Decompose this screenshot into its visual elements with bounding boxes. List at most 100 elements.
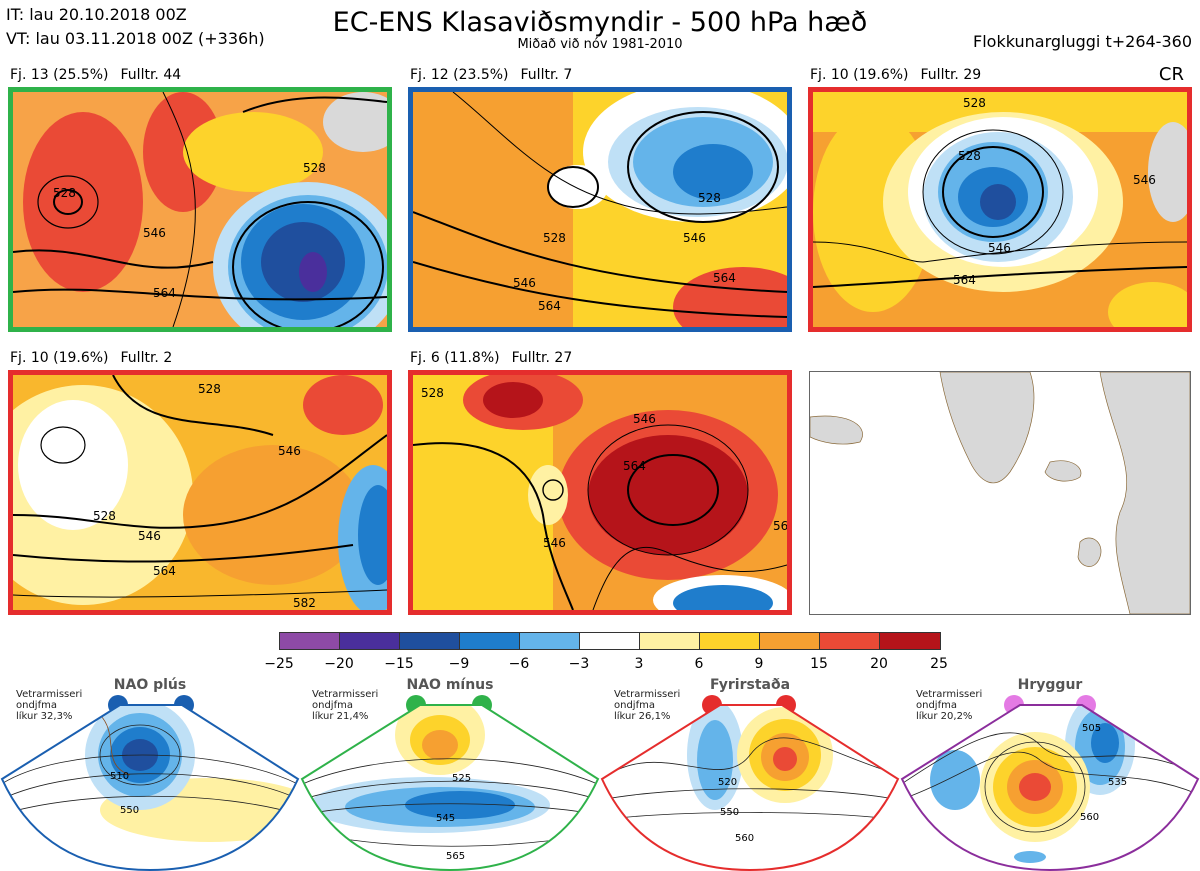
regime-ridge-title: Hryggur <box>1017 677 1083 693</box>
regime-note-line: líkur 20,2% <box>916 711 973 722</box>
colorbar-segment <box>579 632 640 650</box>
cluster-map-4: 528 528 546 546 564 582 <box>8 370 392 615</box>
panel-2-contour-label: 528 <box>543 231 566 245</box>
panel-5-representative: Fulltr. 27 <box>511 350 573 366</box>
panel-1-contour-label: 546 <box>143 226 166 240</box>
regime-blocking-title: Fyrirstaða <box>709 677 791 693</box>
regime-nao-plus-note: Vetrarmisseri ondjfma líkur 32,3% <box>16 689 82 722</box>
colorbar-segment <box>819 632 880 650</box>
colorbar-segment <box>879 632 941 650</box>
panel-1-cluster: Fj. 13 (25.5%) <box>10 67 109 83</box>
panel-3-contour-label: 528 <box>963 96 986 110</box>
colorbar-tick: −15 <box>384 656 414 672</box>
anomaly-colorbar <box>279 632 941 650</box>
panel-2-contour-label: 564 <box>538 299 561 313</box>
panel-3-contour-label: 546 <box>1133 173 1156 187</box>
panel-3-contour-label: 564 <box>953 273 976 287</box>
colorbar-segment <box>399 632 460 650</box>
panel-2-label: Fj. 12 (23.5%) Fulltr. 7 <box>410 67 584 83</box>
panel-4-contour-label: 528 <box>93 509 116 523</box>
colorbar-segment <box>699 632 760 650</box>
panel-5-contour-label: 564 <box>773 519 787 533</box>
colorbar-segment <box>519 632 580 650</box>
panel-4-representative: Fulltr. 2 <box>120 350 173 366</box>
regime-contour-label: 535 <box>1108 777 1127 788</box>
panel-3-cluster: Fj. 10 (19.6%) <box>810 67 909 83</box>
panel-1-contour-label: 528 <box>53 186 76 200</box>
colorbar-tick: 9 <box>754 656 764 672</box>
regime-note-line: líkur 32,3% <box>16 711 73 722</box>
colorbar-tick: 15 <box>810 656 828 672</box>
panel-2-representative: Fulltr. 7 <box>520 67 573 83</box>
panel-5-contour-label: 528 <box>421 386 444 400</box>
panel-5-label: Fj. 6 (11.8%) Fulltr. 27 <box>410 350 584 366</box>
panel-3-label: Fj. 10 (19.6%) Fulltr. 29 <box>810 67 993 83</box>
cluster-map-5: 528 546 564 546 564 <box>408 370 792 615</box>
init-time: IT: lau 20.10.2018 00Z <box>6 5 187 24</box>
colorbar-tick: 3 <box>634 656 644 672</box>
regime-contour-label: 520 <box>718 777 737 788</box>
regime-blocking: Vetrarmisseri ondjfma líkur 26,1% Fyrirs… <box>600 675 900 871</box>
regime-contour-label: 565 <box>446 851 465 862</box>
panel-2-cluster: Fj. 12 (23.5%) <box>410 67 509 83</box>
panel-4-contour-label: 528 <box>198 382 221 396</box>
regime-note-line: líkur 26,1% <box>614 711 671 722</box>
regime-nao-minus: Vetrarmisseri ondjfma líkur 21,4% NAO mí… <box>300 675 600 871</box>
regime-contour-label: 560 <box>1080 812 1099 823</box>
regime-nao-plus: Vetrarmisseri ondjfma líkur 32,3% NAO pl… <box>0 675 300 871</box>
page-title: EC-ENS Klasaviðsmyndir - 500 hPa hæð <box>332 7 868 38</box>
classification-window: Flokkunargluggi t+264-360 <box>973 32 1192 51</box>
regime-note-line: ondjfma <box>16 700 57 711</box>
panel-1-contour-label: 564 <box>153 286 176 300</box>
regime-note-line: ondjfma <box>312 700 353 711</box>
colorbar-tick: 20 <box>870 656 888 672</box>
panel-2-contour-label: 546 <box>683 231 706 245</box>
page-subtitle: Miðað við nóv 1981-2010 <box>517 37 683 52</box>
regime-contour-label: 550 <box>720 807 739 818</box>
colorbar-tick: −25 <box>264 656 294 672</box>
regime-ridge: Vetrarmisseri ondjfma líkur 20,2% Hryggu… <box>900 675 1200 871</box>
panel-2-contour-label: 528 <box>698 191 721 205</box>
panel-4-cluster: Fj. 10 (19.6%) <box>10 350 109 366</box>
regime-contour-label: 560 <box>735 833 754 844</box>
panel-5-contour-label: 546 <box>543 536 566 550</box>
cr-label: CR <box>1158 64 1184 85</box>
regime-ridge-note: Vetrarmisseri ondjfma líkur 20,2% <box>916 689 982 722</box>
panel-2-contour-label: 546 <box>513 276 536 290</box>
panel-1-label: Fj. 13 (25.5%) Fulltr. 44 <box>10 67 193 83</box>
regime-contour-label: 550 <box>120 805 139 816</box>
panel-1-representative: Fulltr. 44 <box>120 67 182 83</box>
regime-note-line: ondjfma <box>614 700 655 711</box>
panel-4-contour-label: 546 <box>138 529 161 543</box>
regime-note-line: ondjfma <box>916 700 957 711</box>
colorbar-segment <box>639 632 700 650</box>
panel-5-cluster: Fj. 6 (11.8%) <box>410 350 500 366</box>
base-map-panel <box>809 371 1191 615</box>
regime-contour-label: 510 <box>110 771 129 782</box>
regime-note-line: Vetrarmisseri <box>916 689 983 700</box>
cluster-map-3: 528 528 546 546 564 <box>808 87 1192 332</box>
colorbar-segment <box>279 632 340 650</box>
cluster-map-2: 528 546 546 564 564 528 <box>408 87 792 332</box>
regime-contour-label: 525 <box>452 773 471 784</box>
cluster-map-1: 546 528 564 528 <box>8 87 392 332</box>
colorbar-tick: −20 <box>324 656 354 672</box>
panel-3-representative: Fulltr. 29 <box>920 67 982 83</box>
regime-nao-minus-note: Vetrarmisseri ondjfma líkur 21,4% <box>312 689 378 722</box>
colorbar-tick: −9 <box>448 656 470 672</box>
valid-time: VT: lau 03.11.2018 00Z (+336h) <box>6 29 265 48</box>
regime-blocking-note: Vetrarmisseri ondjfma líkur 26,1% <box>614 689 680 722</box>
panel-3-contour-label: 546 <box>988 241 1011 255</box>
panel-5-contour-label: 546 <box>633 412 656 426</box>
colorbar-segment <box>339 632 400 650</box>
colorbar-tick: −3 <box>568 656 590 672</box>
colorbar-segment <box>459 632 520 650</box>
panel-5-contour-label: 564 <box>623 459 646 473</box>
panel-4-contour-label: 582 <box>293 596 316 610</box>
regime-contour-label: 505 <box>1082 723 1101 734</box>
panel-3-contour-label: 528 <box>958 149 981 163</box>
regime-nao-minus-title: NAO mínus <box>406 677 494 693</box>
panel-4-contour-label: 564 <box>153 564 176 578</box>
regime-note-line: Vetrarmisseri <box>614 689 681 700</box>
regime-contour-label: 545 <box>436 813 455 824</box>
